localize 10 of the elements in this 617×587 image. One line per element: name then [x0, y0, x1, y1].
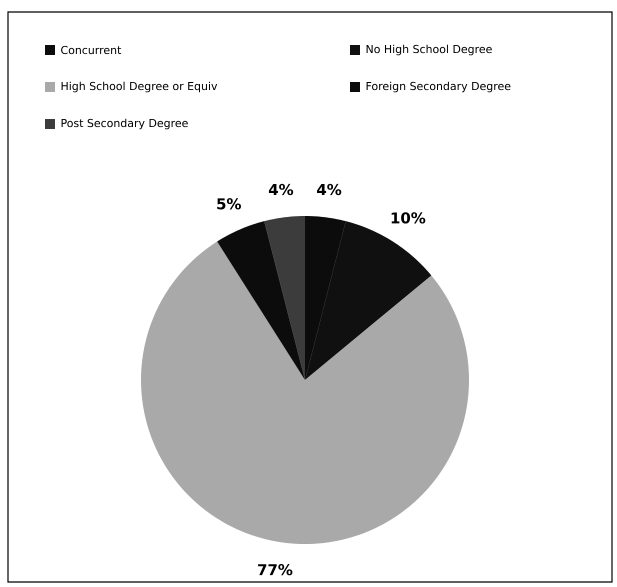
- legend-label: Post Secondary Degree: [62, 118, 188, 130]
- legend-label: Concurrent: [61, 46, 122, 54]
- data-label: 5%: [217, 198, 241, 210]
- data-label: 10%: [392, 212, 426, 224]
- data-label: 77%: [258, 564, 292, 576]
- data-label: 4%: [317, 184, 342, 196]
- legend-label: High School Degree or Equiv: [62, 82, 218, 92]
- data-label: 4%: [268, 184, 294, 196]
- legend-label: No High School Degree: [366, 44, 492, 56]
- legend-label: Foreign Secondary Degree: [366, 82, 510, 92]
